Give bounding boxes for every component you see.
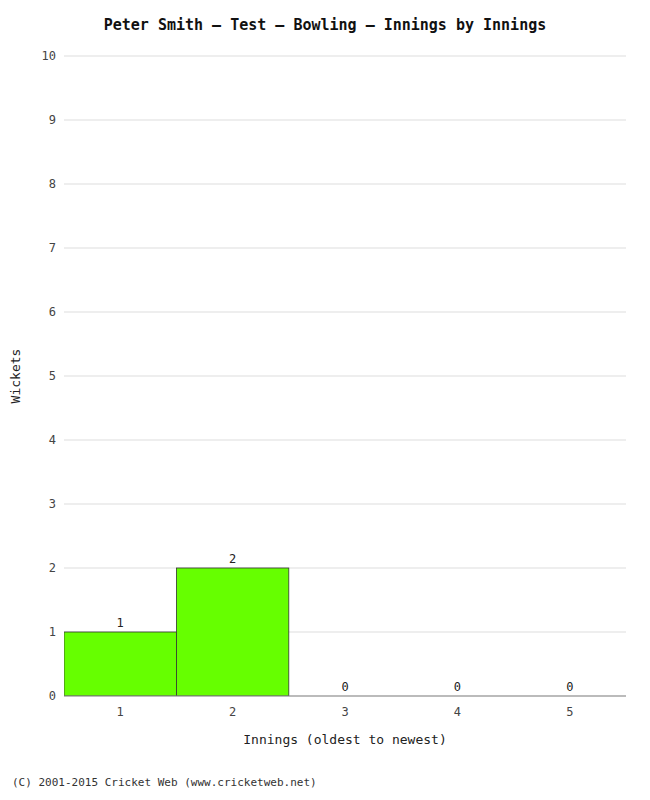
bar: [64, 632, 176, 696]
bar: [176, 568, 288, 696]
y-tick-label: 6: [49, 305, 56, 319]
data-label: 0: [341, 680, 348, 694]
y-axis: 012345678910: [42, 49, 626, 703]
y-tick-label: 10: [42, 49, 56, 63]
data-label: 2: [229, 552, 236, 566]
x-axis-label: Innings (oldest to newest): [243, 732, 447, 747]
x-tick-label: 1: [117, 705, 124, 719]
data-label: 1: [117, 616, 124, 630]
data-label: 0: [454, 680, 461, 694]
x-tick-label: 2: [229, 705, 236, 719]
y-tick-label: 2: [49, 561, 56, 575]
y-tick-label: 3: [49, 497, 56, 511]
data-label: 0: [566, 680, 573, 694]
y-tick-label: 1: [49, 625, 56, 639]
grid-line: [64, 248, 626, 249]
grid-line: [64, 56, 626, 57]
x-tick-label: 4: [454, 705, 461, 719]
y-tick-label: 9: [49, 113, 56, 127]
title: Peter Smith – Test – Bowling – Innings b…: [104, 16, 547, 34]
grid-line: [64, 312, 626, 313]
data-labels: 1 2 0 0 0: [117, 552, 574, 694]
x-tick-label: 5: [566, 705, 573, 719]
y-tick-label: 5: [49, 369, 56, 383]
y-tick-label: 4: [49, 433, 56, 447]
grid-line: [64, 184, 626, 185]
y-tick-label: 8: [49, 177, 56, 191]
grid-line: [64, 696, 626, 697]
y-tick-label: 7: [49, 241, 56, 255]
x-tick-label: 3: [341, 705, 348, 719]
x-axis-line: [64, 696, 626, 697]
grid-line: [64, 376, 626, 377]
bars: [64, 568, 289, 696]
grid-line: [64, 120, 626, 121]
chart-container: 0 1 2 3 4 5 6 7 8 9 10 1 2 0 0 0 1 2 3 4 5 Innings (oldest to…: [0, 0, 650, 800]
grid-line: [64, 440, 626, 441]
grid-line: [64, 568, 626, 569]
chart: 0 1 2 3 4 5 6 7 8 9 10 1 2 0 0 0 1 2 3 4 5 Innings (oldest to…: [0, 0, 650, 800]
y-axis-label: Wickets: [8, 349, 23, 404]
footer: (C) 2001-2015 Cricket Web (www.cricketwe…: [12, 776, 317, 789]
x-axis: 1 2 3 4 5: [64, 696, 626, 719]
y-tick-label: 0: [49, 689, 56, 703]
background: [0, 0, 650, 800]
grid-line: [64, 504, 626, 505]
